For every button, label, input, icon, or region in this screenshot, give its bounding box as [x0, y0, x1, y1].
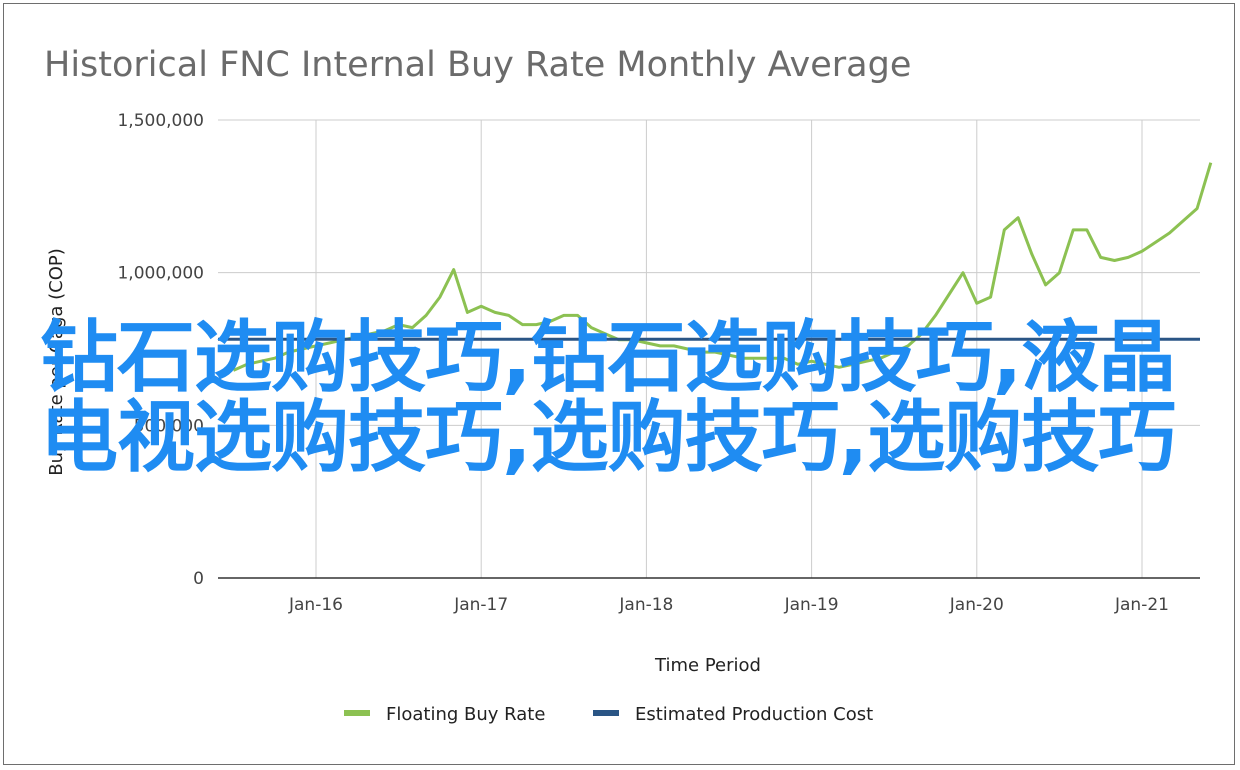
- x-tick-label: Jan-16: [288, 595, 343, 615]
- y-tick-label: 1,000,000: [117, 264, 204, 284]
- x-tick-label: Jan-19: [784, 595, 839, 615]
- watermark-overlay: 钻石选购技巧,钻石选购技巧,液晶 电视选购技巧,选购技巧,选购技巧: [40, 318, 1200, 478]
- y-axis-title: Buy Rate per Gaga (COP): [46, 248, 67, 476]
- y-tick-label: 500,000: [134, 416, 204, 436]
- x-tick-label: Jan-21: [1114, 595, 1169, 615]
- y-axis-ticks: 0 500,000 1,000,000 1,500,000: [117, 111, 204, 589]
- legend-swatch-floating-buy-rate: [344, 710, 370, 716]
- chart-title: Historical FNC Internal Buy Rate Monthly…: [44, 45, 911, 85]
- watermark-line-2: 电视选购技巧,选购技巧,选购技巧: [40, 393, 1176, 483]
- legend-swatch-estimated-production-cost: [593, 710, 619, 716]
- x-tick-label: Jan-18: [618, 595, 673, 615]
- grid: [218, 119, 1200, 579]
- series-line-floating-buy-rate: [232, 162, 1213, 372]
- chart-frame: [3, 3, 1235, 765]
- x-axis-title: Time Period: [654, 655, 761, 676]
- x-tick-label: Jan-20: [949, 595, 1004, 615]
- legend: Floating Buy Rate Estimated Production Co…: [344, 704, 873, 725]
- legend-label-floating-buy-rate: Floating Buy Rate: [386, 704, 545, 725]
- series-layer: [218, 162, 1213, 372]
- x-tick-label: Jan-17: [453, 595, 508, 615]
- legend-label-estimated-production-cost: Estimated Production Cost: [635, 704, 873, 725]
- y-tick-label: 1,500,000: [117, 111, 204, 131]
- y-tick-label: 0: [193, 569, 204, 589]
- watermark-line-1: 钻石选购技巧,钻石选购技巧,液晶: [40, 313, 1176, 403]
- x-axis-ticks: Jan-16 Jan-17 Jan-18 Jan-19 Jan-20 Jan-21: [288, 595, 1169, 615]
